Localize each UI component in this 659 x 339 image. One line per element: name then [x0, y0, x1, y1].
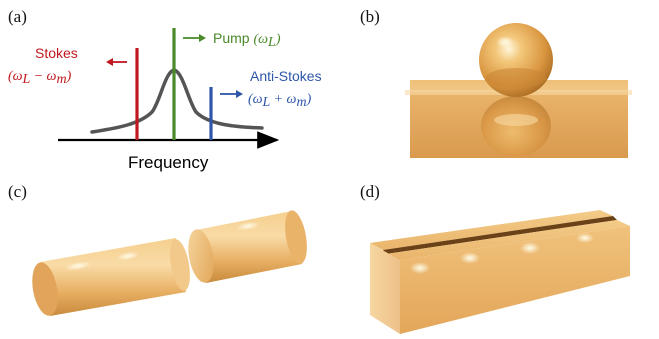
right-cylinder-face — [188, 229, 214, 283]
stokes-sub-l: L — [22, 72, 31, 87]
panel-label-b: (b) — [360, 7, 380, 26]
pump-sub: L — [267, 35, 276, 50]
right-cylinder-end — [285, 210, 307, 264]
bar-glint-3 — [520, 242, 540, 254]
antistokes-name: Anti-Stokes — [250, 68, 322, 84]
panel-label-c: (c) — [8, 182, 27, 201]
frequency-label: Frequency — [128, 153, 209, 172]
bar-slot — [383, 216, 617, 254]
bar-front-face — [400, 226, 630, 334]
pump-close: ) — [275, 32, 281, 47]
sphere-lower-band — [486, 68, 546, 88]
right-cylinder-glint — [236, 221, 260, 231]
antistokes-op: + ω — [270, 92, 296, 107]
antistokes-expr-open: (ω — [248, 92, 263, 107]
left-cylinder-glint-2 — [116, 251, 140, 261]
left-cylinder-glint — [64, 261, 92, 271]
bar-glint-1 — [410, 262, 430, 274]
stokes-close: ) — [66, 69, 72, 84]
stokes-expr: (ωL − ωm) — [8, 69, 72, 87]
stokes-arrowhead — [106, 58, 113, 66]
panel-label-d: (d) — [360, 182, 380, 201]
right-cylinder-body — [196, 211, 302, 283]
left-cylinder-end — [32, 262, 58, 316]
cylinder-gap-illustration — [32, 210, 307, 316]
spectrum-diagram: Pump (ωL) Stokes (ωL − ωm) Anti-Stokes (… — [8, 28, 322, 172]
antistokes-close: ) — [306, 92, 312, 107]
pump-label: Pump (ωL) — [213, 30, 281, 50]
pump-name: Pump — [213, 30, 250, 46]
slotted-bar-illustration — [370, 210, 630, 334]
pump-arrowhead — [199, 34, 206, 42]
stokes-sub-m: m — [56, 72, 66, 87]
resonance-curve — [90, 68, 264, 134]
bar-end-face — [370, 243, 400, 334]
pump-expr: (ω — [253, 32, 268, 47]
antistokes-sub-m: m — [296, 95, 306, 110]
bar-glint-4 — [576, 233, 594, 243]
antistokes-expr: (ωL + ωm) — [248, 92, 312, 110]
sphere-highlight — [496, 36, 514, 48]
bar-top-right — [386, 220, 630, 260]
sphere-on-slab-illustration — [405, 23, 632, 158]
antistokes-arrowhead — [236, 90, 243, 98]
bar-glint-2 — [460, 252, 480, 264]
reflection-glint — [494, 114, 538, 126]
panel-label-a: (a) — [8, 7, 27, 26]
bar-top-left — [370, 210, 613, 250]
antistokes-sub-l: L — [262, 95, 271, 110]
stokes-name: Stokes — [35, 45, 78, 61]
left-cylinder-body — [40, 238, 186, 316]
left-cylinder-cap — [170, 239, 190, 291]
stokes-expr-open: (ω — [8, 69, 23, 84]
stokes-op: − ω — [30, 69, 56, 84]
